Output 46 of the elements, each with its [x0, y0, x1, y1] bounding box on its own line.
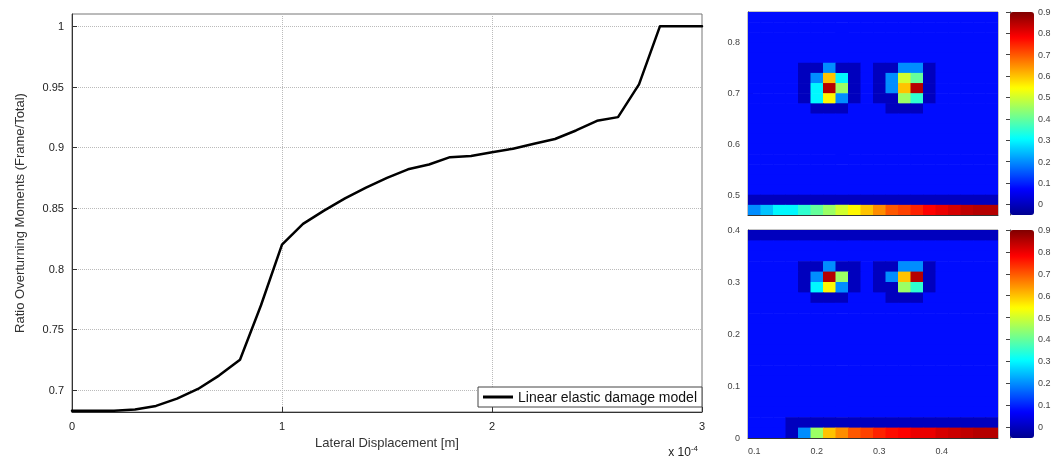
color-bar-label: 0.8 — [1038, 246, 1051, 257]
color-bar-label: 0.7 — [1038, 49, 1051, 60]
color-bar-label: 0.4 — [1038, 113, 1051, 124]
color-bar-label: 0.2 — [1038, 156, 1051, 167]
x-tick-label: 0.1 — [747, 445, 761, 456]
y-tick-label: 0.1 — [727, 381, 740, 391]
color-bar-label: 0.3 — [1038, 135, 1051, 146]
color-bar-label: 0.4 — [1038, 334, 1051, 345]
y-tick-label: 0 — [734, 433, 740, 443]
x-tick-label: 1 — [278, 419, 286, 432]
y-tick-label: 0.7 — [727, 88, 740, 99]
color-bar-label: 0 — [1038, 199, 1044, 210]
y-tick-label: 1 — [57, 20, 64, 33]
color-bar-label: 0.6 — [1038, 71, 1051, 82]
color-bar-label: 0.1 — [1038, 400, 1051, 411]
color-bar-label: 0.2 — [1038, 378, 1051, 389]
color-bar-label: 0.8 — [1038, 28, 1051, 39]
x-tick-label: 0.2 — [810, 445, 824, 456]
x-axis-title: Lateral Displacement [m] — [315, 434, 459, 450]
x-tick-label: 0.3 — [872, 445, 886, 456]
y-tick-label: 0.3 — [727, 277, 740, 287]
color-bar-label: 0.9 — [1038, 225, 1051, 235]
y-tick-label: 0.8 — [48, 262, 64, 275]
x-tick-label: 0 — [68, 419, 76, 432]
y-tick-label: 0.9 — [48, 141, 64, 154]
y-tick-label: 0.85 — [42, 202, 64, 215]
x-tick-label: 3 — [698, 419, 706, 432]
color-bar-label: 0.1 — [1038, 177, 1051, 188]
y-tick-label: 0.6 — [727, 138, 740, 149]
y-axis-title: Ratio Overturning Moments (Frame/Total) — [12, 93, 27, 333]
color-bar-label: 0.7 — [1038, 268, 1051, 279]
color-bar-label: 0.3 — [1038, 356, 1051, 367]
x-tick-label: 2 — [488, 419, 496, 432]
y-tick-label: 0.75 — [42, 323, 64, 336]
y-tick-label: 0.4 — [727, 225, 740, 235]
y-tick-label: 0.7 — [48, 384, 64, 397]
color-bar-label: 0.6 — [1038, 290, 1051, 301]
x-tick-label: 0.4 — [935, 445, 949, 456]
color-bar-label: 0.5 — [1038, 312, 1051, 323]
color-bar-label: 0.5 — [1038, 92, 1051, 103]
y-tick-label: 0.95 — [42, 80, 64, 93]
y-tick-label: 0.2 — [727, 329, 740, 339]
y-tick-label: 0.5 — [727, 189, 740, 200]
y-tick-label: 0.8 — [727, 37, 740, 48]
color-bar-label: 0.9 — [1038, 7, 1051, 17]
legend-label: Linear elastic damage model — [518, 389, 698, 405]
